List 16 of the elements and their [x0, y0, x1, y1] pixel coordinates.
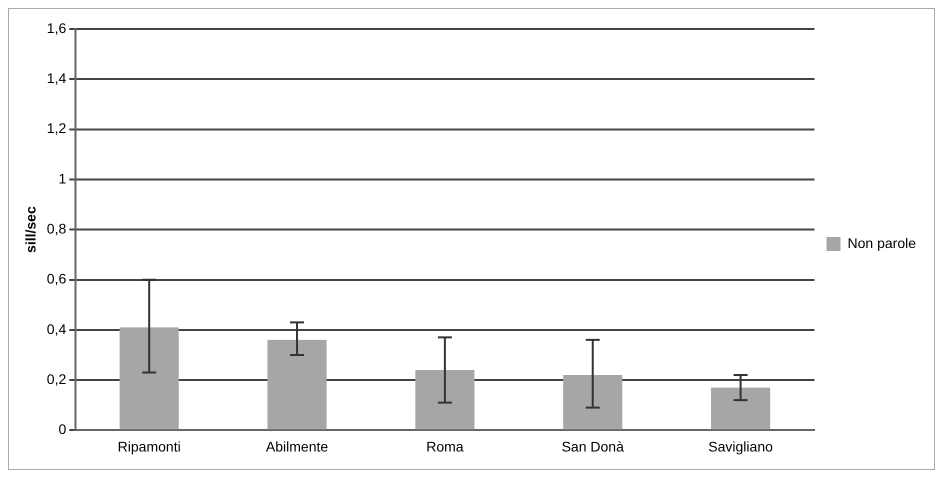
legend-label: Non parole	[848, 234, 916, 251]
x-tick-label: San Donà	[562, 438, 624, 454]
y-tick-label: 1,4	[46, 70, 66, 86]
y-tick-label: 1,2	[46, 120, 66, 136]
x-tick-label: Roma	[426, 438, 464, 454]
x-tick-label: Abilmente	[266, 438, 328, 454]
y-tick-label: 0,2	[46, 370, 66, 387]
y-tick-label: 1	[58, 170, 66, 186]
y-tick-label: 0,4	[46, 320, 66, 337]
y-tick-label: 0	[58, 421, 66, 438]
x-tick-label: Ripamonti	[118, 438, 181, 454]
x-tick-label: Savigliano	[708, 438, 774, 454]
y-tick-label: 0,8	[46, 220, 66, 236]
y-axis-title: sill/sec	[22, 206, 38, 253]
y-tick-label: 1,6	[46, 20, 66, 36]
y-tick-label: 0,6	[46, 270, 66, 287]
